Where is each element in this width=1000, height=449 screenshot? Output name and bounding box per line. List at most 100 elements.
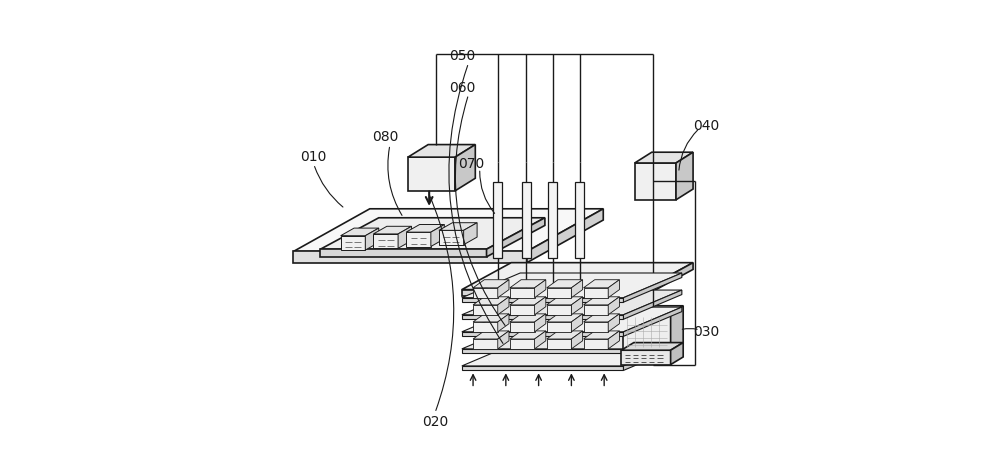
Polygon shape — [623, 341, 682, 370]
Polygon shape — [535, 331, 546, 349]
Polygon shape — [462, 341, 682, 366]
Polygon shape — [498, 331, 509, 349]
Polygon shape — [535, 314, 546, 332]
Polygon shape — [431, 224, 444, 247]
Polygon shape — [623, 290, 682, 319]
Polygon shape — [473, 297, 509, 305]
Polygon shape — [473, 322, 498, 332]
Polygon shape — [439, 223, 477, 230]
Polygon shape — [462, 290, 682, 315]
Polygon shape — [439, 230, 464, 245]
Polygon shape — [464, 223, 477, 245]
Polygon shape — [547, 297, 583, 305]
Polygon shape — [473, 288, 498, 298]
Polygon shape — [584, 288, 608, 298]
Polygon shape — [408, 157, 455, 191]
Polygon shape — [547, 339, 571, 349]
Text: 050: 050 — [449, 49, 475, 63]
Polygon shape — [584, 331, 619, 339]
Polygon shape — [487, 218, 545, 257]
Polygon shape — [510, 322, 535, 332]
Polygon shape — [548, 182, 557, 258]
Text: 060: 060 — [449, 80, 475, 95]
Polygon shape — [547, 331, 583, 339]
Polygon shape — [644, 263, 693, 296]
Polygon shape — [462, 349, 623, 353]
Polygon shape — [584, 280, 619, 288]
Polygon shape — [510, 339, 535, 349]
Polygon shape — [623, 324, 682, 353]
Polygon shape — [320, 249, 487, 257]
Polygon shape — [635, 163, 676, 200]
Polygon shape — [535, 280, 546, 298]
Polygon shape — [510, 297, 546, 305]
Text: 020: 020 — [422, 415, 448, 429]
Polygon shape — [473, 305, 498, 315]
Polygon shape — [547, 305, 571, 315]
Polygon shape — [671, 343, 683, 365]
Polygon shape — [293, 251, 527, 263]
Polygon shape — [498, 297, 509, 315]
Polygon shape — [455, 145, 475, 191]
Polygon shape — [547, 322, 571, 332]
Polygon shape — [462, 298, 623, 302]
Polygon shape — [462, 366, 623, 370]
Polygon shape — [547, 280, 583, 288]
Polygon shape — [293, 209, 603, 251]
Polygon shape — [623, 273, 682, 302]
Polygon shape — [575, 182, 584, 258]
Polygon shape — [621, 350, 671, 365]
Polygon shape — [608, 280, 619, 298]
Polygon shape — [584, 322, 608, 332]
Polygon shape — [365, 228, 379, 250]
Polygon shape — [341, 228, 379, 236]
Text: 080: 080 — [372, 130, 399, 144]
Polygon shape — [623, 306, 683, 313]
Polygon shape — [320, 218, 545, 249]
Polygon shape — [522, 182, 531, 258]
Polygon shape — [510, 305, 535, 315]
Polygon shape — [373, 234, 398, 248]
Polygon shape — [510, 280, 546, 288]
Polygon shape — [406, 224, 444, 232]
Polygon shape — [473, 339, 498, 349]
Polygon shape — [608, 314, 619, 332]
Polygon shape — [584, 314, 619, 322]
Polygon shape — [510, 331, 546, 339]
Polygon shape — [462, 273, 682, 298]
Polygon shape — [584, 305, 608, 315]
Polygon shape — [535, 297, 546, 315]
Polygon shape — [493, 182, 502, 258]
Polygon shape — [510, 314, 546, 322]
Text: 040: 040 — [693, 119, 720, 133]
Text: 070: 070 — [458, 157, 484, 171]
Polygon shape — [547, 314, 583, 322]
Polygon shape — [584, 339, 608, 349]
Polygon shape — [341, 236, 365, 250]
Text: 030: 030 — [693, 325, 720, 339]
Polygon shape — [621, 343, 683, 350]
Polygon shape — [462, 315, 623, 319]
Polygon shape — [571, 280, 583, 298]
Polygon shape — [462, 263, 693, 290]
Polygon shape — [571, 331, 583, 349]
Polygon shape — [462, 290, 644, 296]
Polygon shape — [527, 209, 603, 263]
Polygon shape — [408, 145, 475, 157]
Polygon shape — [676, 152, 693, 200]
Polygon shape — [473, 280, 509, 288]
Polygon shape — [571, 314, 583, 332]
Polygon shape — [406, 232, 431, 247]
Polygon shape — [608, 331, 619, 349]
Polygon shape — [584, 297, 619, 305]
Polygon shape — [623, 307, 682, 336]
Polygon shape — [571, 297, 583, 315]
Polygon shape — [473, 331, 509, 339]
Polygon shape — [510, 288, 535, 298]
Polygon shape — [623, 313, 671, 350]
Polygon shape — [373, 226, 412, 234]
Polygon shape — [498, 314, 509, 332]
Polygon shape — [473, 314, 509, 322]
Polygon shape — [547, 288, 571, 298]
Polygon shape — [671, 306, 683, 350]
